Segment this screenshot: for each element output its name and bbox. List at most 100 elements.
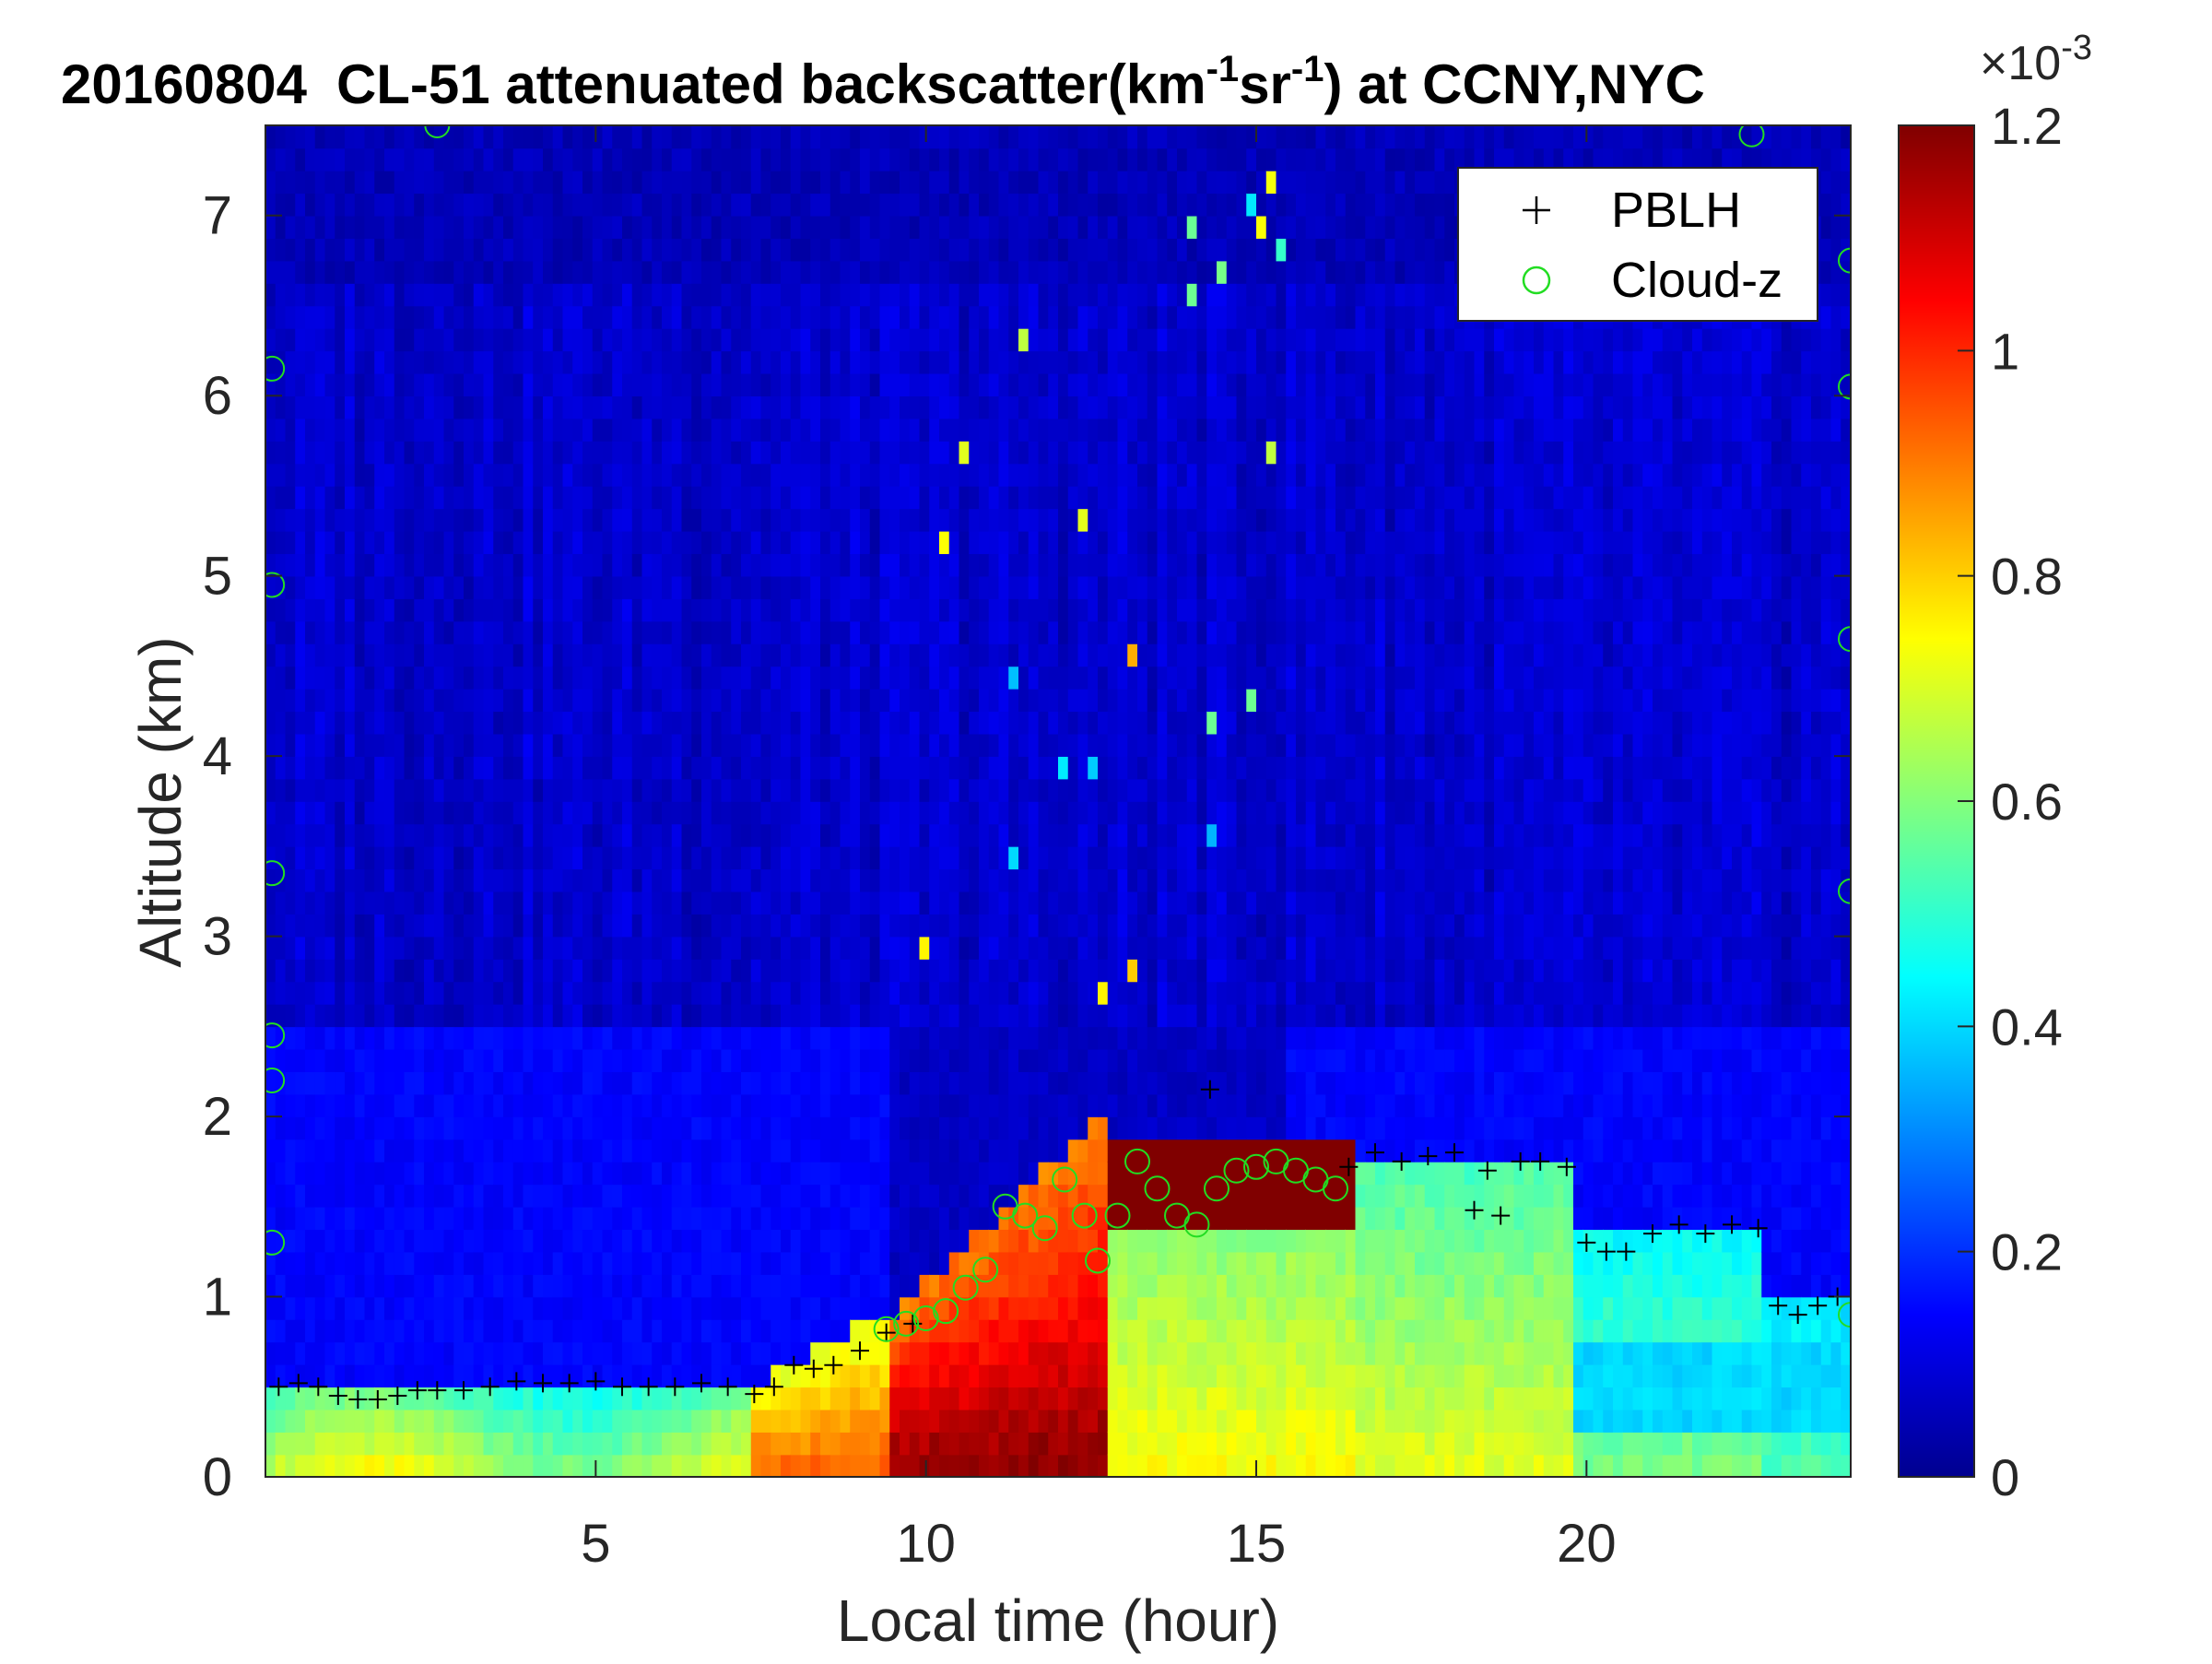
heatmap-cell [275, 1184, 287, 1208]
heatmap-cell [622, 1003, 633, 1028]
heatmap-cell [731, 1116, 742, 1140]
heatmap-cell [641, 598, 653, 622]
heatmap-cell [760, 215, 772, 239]
heatmap-cell [1058, 148, 1069, 171]
heatmap-cell [641, 959, 653, 983]
heatmap-cell [345, 553, 356, 577]
heatmap-cell [602, 733, 614, 757]
heatmap-cell [364, 575, 376, 599]
heatmap-cell [1048, 418, 1059, 442]
heatmap-cell [671, 936, 683, 960]
heatmap-cell [473, 688, 485, 713]
heatmap-cell [512, 666, 524, 690]
heatmap-cell [919, 193, 931, 217]
heatmap-cell [572, 845, 583, 870]
heatmap-cell [959, 1341, 971, 1365]
heatmap-cell [345, 1387, 356, 1410]
heatmap-cell [314, 148, 326, 171]
heatmap-cell [979, 778, 990, 802]
heatmap-cell [394, 711, 406, 735]
heatmap-cell [533, 598, 544, 622]
heatmap-cell [1018, 891, 1030, 915]
heatmap-cell [800, 350, 812, 374]
heatmap-cell [394, 418, 406, 442]
heatmap-cell [701, 891, 712, 915]
heatmap-cell [404, 801, 416, 825]
heatmap-cell [622, 1363, 633, 1388]
heatmap-cell [285, 350, 297, 374]
heatmap-cell [305, 215, 316, 239]
heatmap-cell [572, 283, 583, 307]
heatmap-cell [741, 305, 752, 329]
heatmap-cell [800, 327, 812, 352]
heatmap-cell [969, 1206, 980, 1231]
heatmap-cell [948, 868, 960, 892]
heatmap-cell [662, 845, 673, 870]
heatmap-cell [771, 711, 782, 735]
heatmap-cell [384, 463, 395, 487]
heatmap-cell [1088, 1409, 1099, 1433]
heatmap-cell [265, 1116, 276, 1140]
heatmap-cell [285, 778, 297, 802]
heatmap-cell [631, 508, 643, 532]
heatmap-cell [552, 643, 564, 667]
heatmap-cell [741, 260, 752, 284]
heatmap-cell [602, 620, 614, 644]
heatmap-cell [543, 350, 554, 374]
heatmap-cell [731, 418, 742, 442]
heatmap-cell [572, 959, 583, 983]
heatmap-cell [701, 1071, 712, 1095]
heatmap-cell [354, 711, 366, 735]
heatmap-cell [641, 1229, 653, 1253]
heatmap-cell [919, 1432, 931, 1456]
heatmap-cell [602, 1318, 614, 1343]
heatmap-cell [860, 350, 871, 374]
heatmap-cell [959, 260, 971, 284]
heatmap-cell [948, 1026, 960, 1050]
heatmap-cell [533, 643, 544, 667]
heatmap-cell [345, 891, 356, 915]
heatmap-cell [295, 1093, 306, 1117]
heatmap-cell [781, 1116, 792, 1140]
heatmap-cell [810, 1409, 821, 1433]
heatmap-cell [869, 1229, 881, 1253]
heatmap-cell [731, 575, 742, 599]
heatmap-cell [948, 327, 960, 352]
heatmap-cell [750, 372, 762, 396]
heatmap-cell [790, 936, 802, 960]
heatmap-cell [572, 823, 583, 847]
heatmap-cell [384, 575, 395, 599]
heatmap-cell [473, 170, 485, 195]
heatmap-cell [750, 327, 762, 352]
heatmap-cell [652, 914, 663, 938]
heatmap-cell [433, 530, 445, 555]
heatmap-cell [265, 1161, 276, 1186]
heatmap-cell [602, 125, 614, 149]
heatmap-cell [1008, 778, 1019, 802]
heatmap-cell [265, 1363, 276, 1388]
heatmap-cell [820, 620, 831, 644]
heatmap-cell [374, 1184, 385, 1208]
heatmap-cell [641, 868, 653, 892]
heatmap-cell [572, 1409, 583, 1433]
heatmap-cell [414, 801, 425, 825]
heatmap-cell [889, 215, 900, 239]
heatmap-cell [948, 936, 960, 960]
heatmap-cell [453, 711, 465, 735]
heatmap-cell [790, 666, 802, 690]
heatmap-cell [562, 148, 574, 171]
heatmap-cell [909, 914, 921, 938]
heatmap-cell [374, 711, 385, 735]
heatmap-cell [830, 598, 841, 622]
heatmap-cell [453, 283, 465, 307]
heatmap-cell [295, 1318, 306, 1343]
heatmap-cell [860, 418, 871, 442]
heatmap-cell [662, 936, 673, 960]
heatmap-cell [750, 914, 762, 938]
heatmap-cell [404, 418, 416, 442]
heatmap-cell [364, 372, 376, 396]
heatmap-cell [572, 418, 583, 442]
heatmap-cell [681, 756, 693, 780]
heatmap-cell [939, 778, 950, 802]
heatmap-cell [572, 1274, 583, 1298]
